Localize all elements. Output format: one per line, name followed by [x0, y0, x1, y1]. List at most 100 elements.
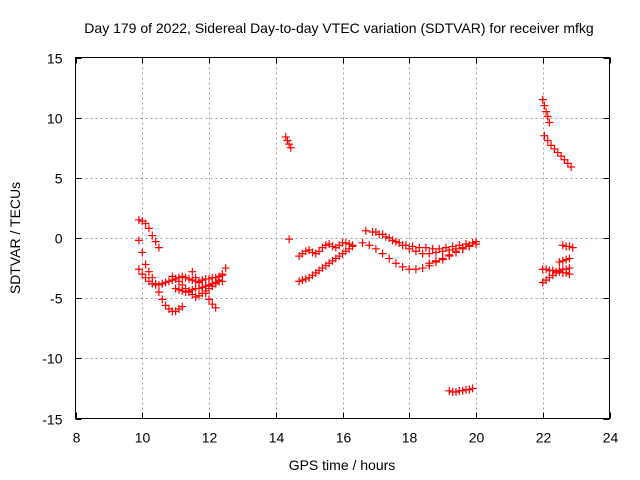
x-tick-label: 18	[402, 430, 418, 446]
data-point	[557, 152, 566, 161]
data-point	[421, 243, 430, 252]
data-point	[565, 254, 574, 263]
data-point	[178, 302, 187, 311]
x-tick-label: 22	[536, 430, 552, 446]
x-tick-label: 20	[469, 430, 485, 446]
data-point	[365, 241, 374, 250]
data-point	[205, 295, 213, 304]
data-point	[144, 224, 153, 233]
data-point	[218, 270, 227, 279]
data-point	[418, 264, 427, 273]
data-point	[371, 227, 380, 236]
data-point	[385, 234, 394, 242]
data-point	[391, 259, 400, 268]
data-series-track-8	[285, 235, 294, 244]
data-point	[543, 136, 552, 145]
data-series-track-13	[371, 227, 474, 258]
data-point	[547, 141, 556, 150]
data-point	[563, 159, 572, 168]
data-point	[472, 240, 480, 249]
data-point	[538, 95, 547, 104]
data-point	[565, 242, 574, 251]
data-series-track-20	[558, 241, 577, 252]
data-point	[560, 155, 569, 164]
data-point	[174, 277, 183, 286]
data-series-track-16	[538, 95, 554, 127]
data-point	[281, 132, 290, 141]
x-tick-label: 8	[73, 430, 81, 446]
data-point	[298, 276, 307, 285]
data-point	[345, 240, 354, 249]
data-series-track-19	[538, 264, 574, 287]
data-series-track-6	[188, 267, 220, 312]
data-point	[194, 278, 203, 287]
data-point	[378, 249, 387, 258]
data-point	[191, 292, 200, 301]
data-point	[221, 264, 230, 273]
data-series-track-14	[425, 240, 480, 268]
data-point	[181, 273, 190, 282]
data-point	[308, 248, 317, 257]
x-tick-label: 10	[135, 430, 151, 446]
y-tick-label: 15	[47, 51, 63, 67]
data-point	[148, 279, 157, 288]
data-point	[438, 247, 447, 256]
data-point	[565, 264, 574, 273]
data-point	[451, 388, 460, 397]
data-point	[144, 267, 153, 276]
data-point	[398, 241, 407, 250]
data-point	[418, 249, 427, 258]
data-point	[405, 244, 414, 253]
data-point	[215, 276, 224, 285]
data-point	[428, 244, 437, 253]
data-point	[542, 265, 551, 274]
data-point	[141, 219, 150, 228]
data-point	[431, 256, 440, 265]
data-point	[191, 273, 200, 282]
y-tick-label: 5	[55, 171, 63, 187]
data-point	[198, 283, 207, 292]
data-series-track-10	[295, 238, 357, 261]
y-tick-label: 0	[55, 231, 63, 247]
data-point	[208, 300, 217, 309]
data-point	[301, 247, 310, 256]
data-point	[545, 118, 554, 127]
data-point	[542, 107, 551, 116]
data-point	[134, 265, 143, 274]
data-series-track-12	[358, 237, 480, 274]
data-point	[141, 260, 150, 269]
data-series-track-17	[540, 131, 576, 172]
data-point	[415, 243, 424, 252]
data-point	[285, 140, 294, 149]
data-point	[151, 237, 160, 246]
data-point	[555, 258, 564, 267]
data-point	[211, 303, 220, 312]
data-point	[295, 277, 304, 286]
data-point	[411, 265, 420, 274]
data-point	[161, 301, 170, 310]
data-point	[568, 243, 577, 252]
data-point	[348, 241, 357, 250]
data-point	[283, 136, 292, 145]
data-point	[154, 288, 163, 297]
data-point	[154, 243, 163, 252]
data-point	[550, 144, 559, 153]
data-point	[315, 247, 324, 256]
data-series-track-11	[361, 226, 477, 253]
y-tick-label: -5	[50, 291, 63, 307]
data-point	[562, 265, 571, 274]
data-point	[211, 279, 220, 288]
data-point	[138, 270, 147, 279]
data-point	[465, 385, 474, 394]
data-point	[378, 230, 387, 239]
data-point	[178, 272, 187, 281]
data-point	[458, 244, 467, 253]
data-point	[371, 244, 380, 253]
data-point	[438, 254, 447, 263]
data-point	[178, 280, 187, 289]
data-point	[431, 248, 440, 257]
y-tick-label: -10	[42, 351, 62, 367]
data-point	[540, 131, 549, 140]
data-point	[154, 280, 163, 289]
